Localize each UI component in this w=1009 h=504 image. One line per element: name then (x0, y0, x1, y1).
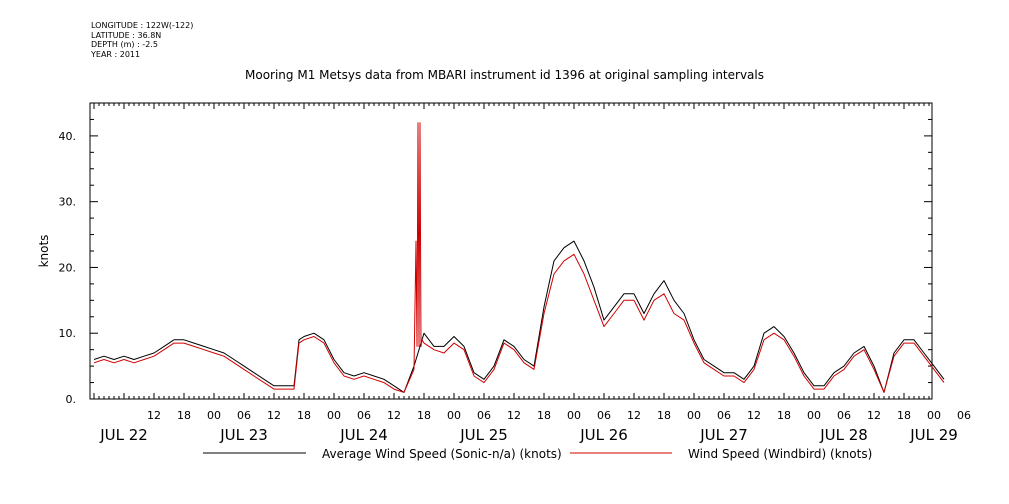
day-label: JUL 25 (459, 426, 508, 444)
x-tick-label: 00 (447, 409, 461, 422)
y-tick-labels: 0. 10. 20. 30. 40. (59, 130, 77, 406)
x-tick-label: 06 (357, 409, 371, 422)
x-tick-label: 06 (837, 409, 851, 422)
x-tick-label: 12 (867, 409, 881, 422)
x-tick-label: 00 (207, 409, 221, 422)
day-label: JUL 28 (819, 426, 868, 444)
day-label: JUL 26 (579, 426, 628, 444)
y-tick-label: 40. (59, 130, 77, 143)
day-label: JUL 24 (339, 426, 388, 444)
x-tick-label: 00 (807, 409, 821, 422)
x-tick-label: 12 (147, 409, 161, 422)
y-axis-label: knots (37, 235, 51, 268)
x-tick-label: 18 (177, 409, 191, 422)
y-tick-label: 20. (59, 261, 77, 274)
x-tick-label: 12 (387, 409, 401, 422)
x-tick-label: 00 (567, 409, 581, 422)
x-tick-label: 06 (597, 409, 611, 422)
series-lines (93, 122, 945, 393)
series-line-average (93, 240, 945, 393)
y-tick-label: 10. (59, 327, 77, 340)
day-labels: JUL 22 JUL 23 JUL 24 JUL 25 JUL 26 JUL 27 JUL … (99, 426, 958, 444)
legend: Average Wind Speed (Sonic-n/a) (knots) W… (203, 447, 872, 461)
longitude-label: LONGITUDE : 122W(-122) (91, 21, 194, 30)
day-label: JUL 22 (99, 426, 148, 444)
mooring-metadata: LONGITUDE : 122W(-122) LATITUDE : 36.8N … (91, 21, 193, 59)
x-tick-label: 18 (657, 409, 671, 422)
x-tick-label: 18 (297, 409, 311, 422)
x-tick-label: 00 (927, 409, 941, 422)
x-tick-label: 12 (747, 409, 761, 422)
x-tick-label: 18 (897, 409, 911, 422)
legend-label-windbird: Wind Speed (Windbird) (knots) (688, 447, 872, 461)
x-tick-label: 06 (237, 409, 251, 422)
x-tick-labels: 12 18 00 06 12 18 00 06 12 18 00 06 12 18 00 06 12 18 00 06… (147, 409, 971, 422)
x-tick-label: 00 (327, 409, 341, 422)
x-tick-label: 00 (687, 409, 701, 422)
axis-ticks (90, 102, 932, 400)
year-label: YEAR : 2011 (91, 49, 141, 59)
x-tick-label: 06 (477, 409, 491, 422)
y-tick-label: 30. (59, 196, 77, 209)
x-tick-label: 12 (627, 409, 641, 422)
latitude-label: LATITUDE : 36.8N (91, 30, 162, 40)
x-tick-label: 06 (957, 409, 971, 422)
x-tick-label: 12 (267, 409, 281, 422)
x-tick-label: 18 (537, 409, 551, 422)
y-tick-label: 0. (66, 393, 77, 406)
series-line-windbird (93, 122, 945, 393)
x-tick-label: 12 (507, 409, 521, 422)
depth-label: DEPTH (m) : -2.5 (91, 40, 158, 49)
day-label: JUL 27 (699, 426, 748, 444)
day-label: JUL 23 (219, 426, 268, 444)
chart-title: Mooring M1 Metsys data from MBARI instru… (245, 68, 764, 82)
x-tick-label: 18 (417, 409, 431, 422)
day-label: JUL 29 (909, 426, 958, 444)
legend-label-average: Average Wind Speed (Sonic-n/a) (knots) (322, 447, 562, 461)
x-tick-label: 18 (777, 409, 791, 422)
x-tick-label: 06 (717, 409, 731, 422)
plot-frame (89, 102, 933, 400)
